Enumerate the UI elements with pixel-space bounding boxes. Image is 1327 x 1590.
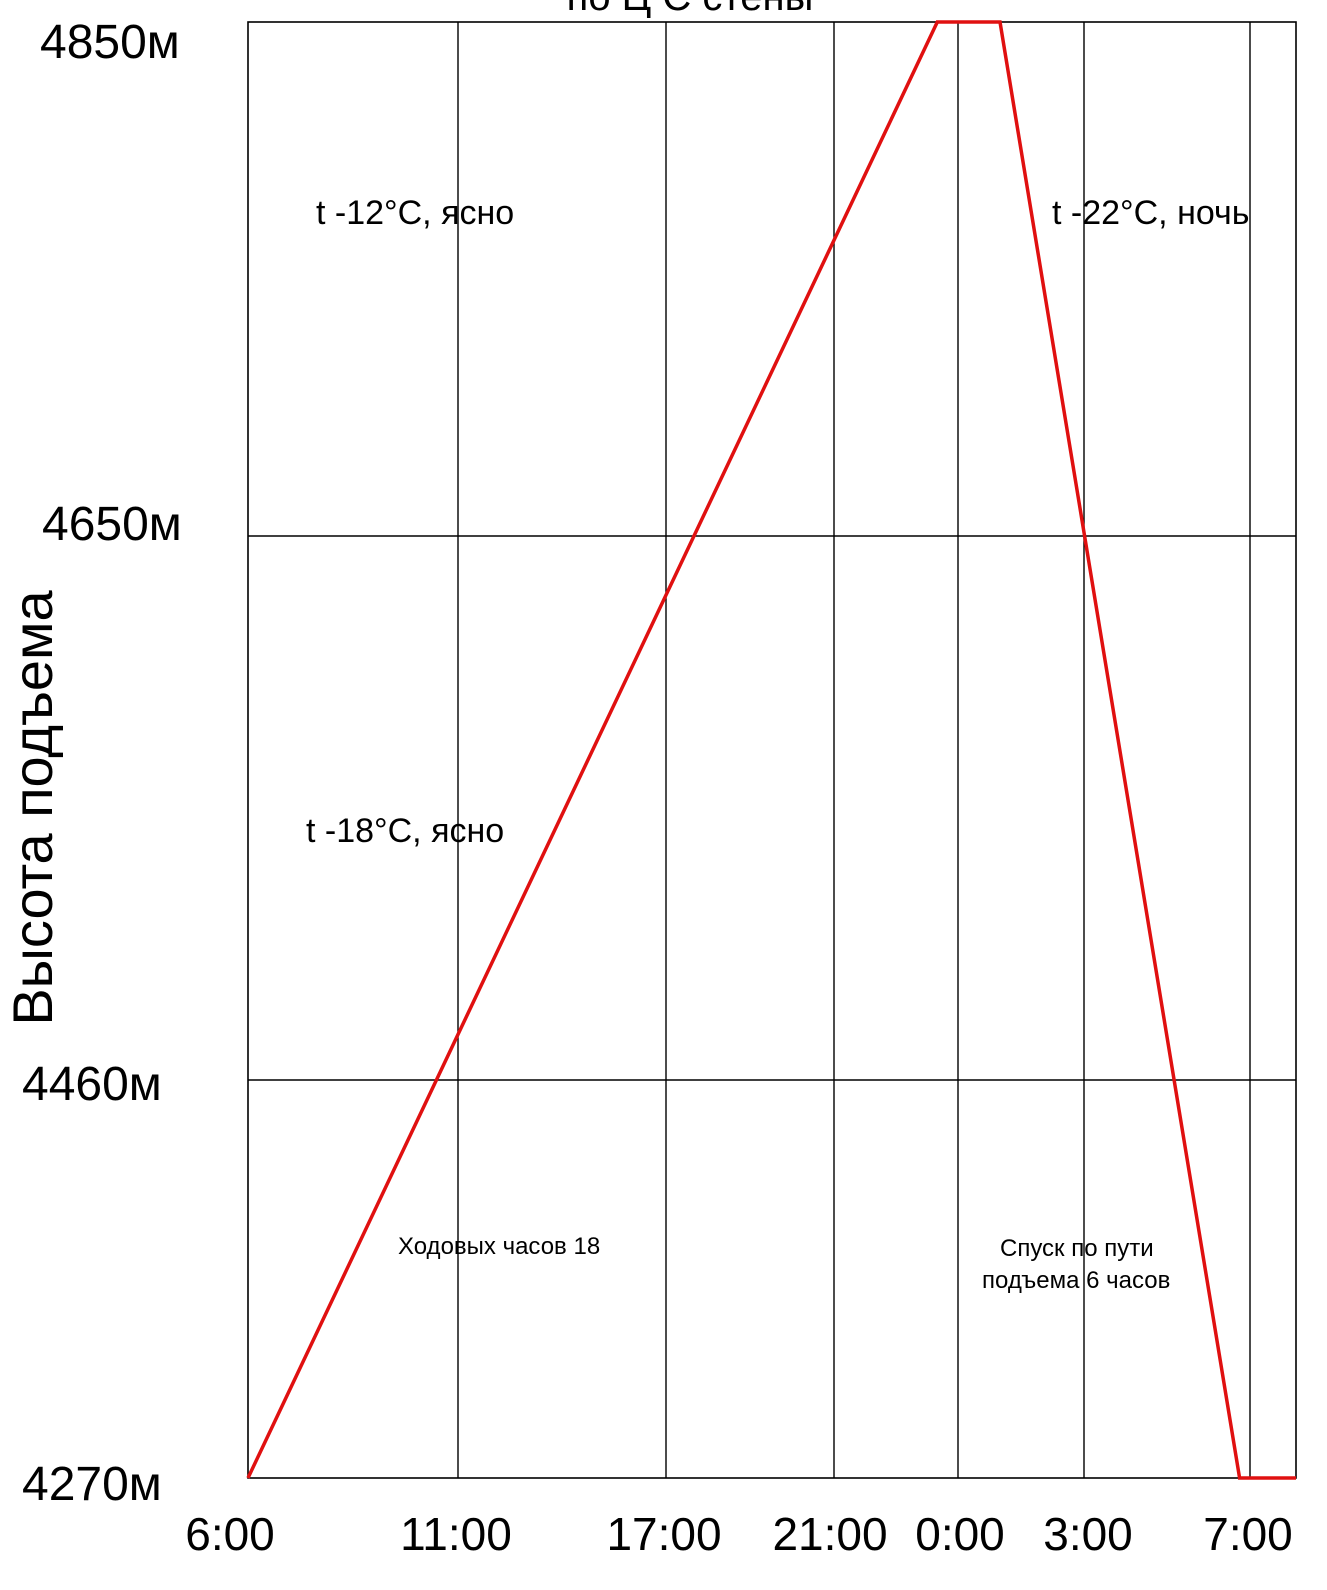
vertical-gridlines — [457, 22, 1251, 1478]
annotation-text: подъема 6 часов — [982, 1267, 1170, 1294]
x-tick-label: 7:00 — [1203, 1508, 1293, 1560]
y-tick-label: 4460м — [22, 1058, 162, 1111]
y-tick-label: 4850м — [40, 16, 180, 69]
horizontal-gridlines — [248, 535, 1296, 1081]
x-tick-label: 6:00 — [185, 1508, 275, 1560]
annotation-text: t -12°C, ясно — [316, 194, 514, 232]
y-axis-label: Высота подъема — [1, 589, 64, 1025]
plot-frame — [247, 21, 1297, 1479]
annotations: t -12°C, ясно t -22°C, ночь t -18°C, ясн… — [306, 194, 1249, 1294]
y-tick-labels: 4850м 4650м 4460м 4270м — [22, 16, 182, 1511]
x-tick-label: 21:00 — [772, 1508, 887, 1560]
chart-title: по Ц С стены — [567, 0, 814, 19]
x-tick-label: 11:00 — [400, 1508, 512, 1560]
x-tick-label: 0:00 — [915, 1508, 1005, 1560]
x-tick-label: 17:00 — [606, 1508, 721, 1560]
y-tick-label: 4650м — [42, 498, 182, 551]
series-line — [246, 20, 1296, 1480]
annotation-text: t -18°C, ясно — [306, 812, 504, 850]
annotation-text: t -22°C, ночь — [1052, 194, 1249, 232]
annotation-text: Ходовых часов 18 — [398, 1233, 600, 1260]
y-tick-label: 4270м — [22, 1458, 162, 1511]
x-tick-label: 3:00 — [1043, 1508, 1133, 1560]
x-tick-labels: 6:00 11:00 17:00 21:00 0:00 3:00 7:00 — [185, 1508, 1293, 1560]
annotation-text: Спуск по пути — [1000, 1235, 1154, 1262]
